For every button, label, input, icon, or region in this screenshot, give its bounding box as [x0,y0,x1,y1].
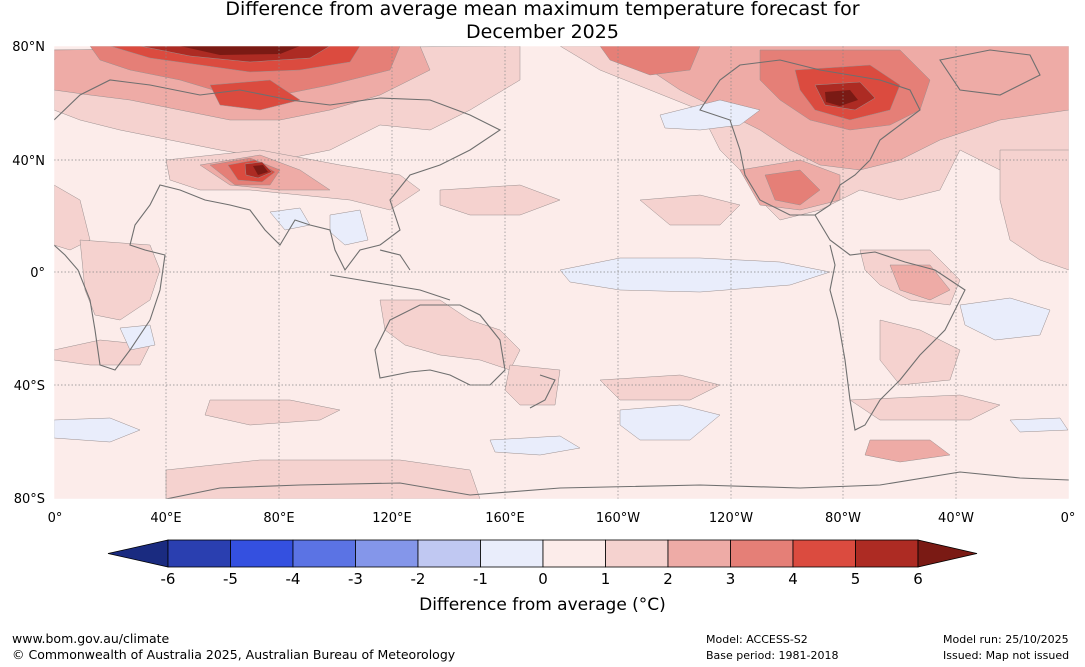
map-title: Difference from average mean maximum tem… [0,0,1085,44]
footer-base-period: Base period: 1981-2018 [706,649,839,662]
lat-label: 0° [30,266,45,281]
colorbar-tick-label: 4 [788,570,798,588]
lat-label: 40°N [12,154,45,169]
footer-run-info: Model run: 25/10/2025 Issued: Map not is… [943,632,1069,664]
colorbar-tick-label: -5 [223,570,238,588]
colorbar-tick-label: 6 [913,570,923,588]
colorbar-tick-label: -4 [286,570,301,588]
colorbar-box [292,539,356,568]
footer-model-info: Model: ACCESS-S2 Base period: 1981-2018 [706,632,838,664]
longitude-labels: 0° 40°E 80°E 120°E 160°E 160°W 120°W 80°… [48,511,1076,526]
lon-label: 40°E [150,511,181,526]
lat-label: 40°S [14,379,45,394]
colorbar-tick-label: -2 [411,570,426,588]
colorbar-box [230,539,294,568]
colorbar-box [730,539,794,568]
colorbar-tick-label: -3 [348,570,363,588]
colorbar-extend-low [107,539,169,568]
lon-label: 40°W [938,511,974,526]
colorbar-tick-label: 0 [538,570,548,588]
footer-model-run: Model run: 25/10/2025 [943,633,1069,646]
lon-label: 120°W [709,511,753,526]
colorbar-tick-label: -1 [473,570,488,588]
colorbar-box [480,539,544,568]
map-title-line1: Difference from average mean maximum tem… [225,0,860,20]
lon-label: 80°E [263,511,294,526]
lon-label: 160°E [485,511,525,526]
map-title-line2: December 2025 [466,21,619,43]
footer-issued: Issued: Map not issued [943,649,1070,662]
footer-model: Model: ACCESS-S2 [706,633,808,646]
lat-label: 80°S [14,492,45,507]
lat-label: 80°N [12,40,45,55]
colorbar-box [667,539,731,568]
lon-label: 0° [48,511,63,526]
colorbar-box [792,539,856,568]
colorbar-tick-label: 1 [601,570,611,588]
colorbar-box [417,539,481,568]
lon-label: 0° [1061,511,1076,526]
footer-left: www.bom.gov.au/climate © Commonwealth of… [12,631,455,663]
colorbar-box [167,539,231,568]
footer-copyright: © Commonwealth of Australia 2025, Austra… [12,647,456,662]
graticule [54,46,1069,499]
lon-label: 80°W [825,511,861,526]
lon-label: 120°E [372,511,412,526]
colorbar-box [605,539,669,568]
colorbar-label: Difference from average (°C) [419,595,666,615]
anomaly-above-6-regions [180,46,858,175]
coastlines [54,49,1069,499]
map-frame [53,45,1070,500]
latitude-labels: 80°N 40°N 0° 40°S 80°S [12,40,45,507]
colorbar-extend-high [917,539,978,568]
colorbar-tick-label: 5 [851,570,861,588]
lon-label: 160°W [596,511,640,526]
colorbar-tick-label: -6 [161,570,176,588]
colorbar-box [855,539,919,568]
anomaly-negative-regions [54,99,1069,456]
colorbar-box [542,539,606,568]
colorbar: -6 -5 -4 -3 -2 -1 0 1 2 3 4 5 6 [107,539,978,588]
colorbar-box [355,539,419,568]
colorbar-tick-label: 2 [663,570,673,588]
colorbar-tick-label: 3 [726,570,736,588]
footer-url[interactable]: www.bom.gov.au/climate [12,631,170,646]
